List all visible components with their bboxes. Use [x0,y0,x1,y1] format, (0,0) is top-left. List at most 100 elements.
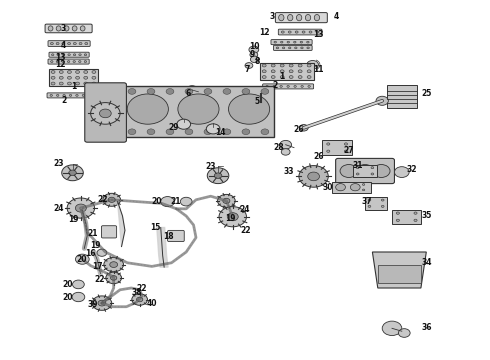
Text: 16: 16 [85,249,96,258]
Bar [353,165,377,177]
Polygon shape [157,228,168,267]
Circle shape [261,129,269,135]
Circle shape [308,172,319,181]
Circle shape [262,70,266,73]
Circle shape [339,189,341,191]
Circle shape [68,82,72,85]
Circle shape [72,292,85,302]
Text: 21: 21 [88,230,98,239]
Circle shape [298,64,302,67]
Circle shape [85,42,88,45]
Circle shape [147,129,155,135]
Circle shape [294,47,297,49]
Circle shape [363,184,365,185]
Circle shape [249,46,259,53]
Bar [49,69,98,86]
Circle shape [307,64,311,67]
Bar [392,210,421,224]
Circle shape [344,143,347,145]
FancyBboxPatch shape [101,226,117,238]
Circle shape [56,60,59,62]
Circle shape [128,129,136,135]
Circle shape [62,60,64,62]
Circle shape [371,173,374,175]
Circle shape [84,60,87,62]
Polygon shape [118,202,125,247]
Text: 32: 32 [407,165,417,174]
Circle shape [84,82,88,85]
Text: 1: 1 [279,72,285,81]
Text: 20: 20 [62,292,73,302]
Circle shape [127,94,169,124]
Circle shape [294,85,296,87]
Text: 4: 4 [61,40,66,49]
Circle shape [92,82,96,85]
FancyBboxPatch shape [275,13,327,23]
Text: 19: 19 [68,215,78,224]
Text: 11: 11 [314,65,324,74]
Circle shape [394,167,409,177]
Circle shape [294,41,296,43]
Circle shape [74,42,76,45]
Bar [332,182,371,193]
Text: 20: 20 [151,197,162,206]
Circle shape [68,54,71,55]
Circle shape [206,124,220,134]
Text: 2: 2 [61,96,66,105]
Circle shape [280,64,284,67]
Text: 38: 38 [131,288,142,297]
Circle shape [68,42,71,45]
Circle shape [308,85,310,87]
Circle shape [414,212,417,214]
Text: 22: 22 [137,284,147,293]
Bar [365,197,387,210]
Circle shape [185,89,193,94]
Circle shape [68,60,70,62]
Circle shape [307,70,311,73]
Circle shape [73,60,75,62]
Circle shape [79,42,82,45]
Circle shape [316,31,319,33]
FancyBboxPatch shape [48,59,89,64]
Circle shape [223,89,231,94]
Circle shape [398,329,410,337]
Circle shape [204,89,212,94]
Circle shape [280,76,284,78]
FancyBboxPatch shape [263,84,314,89]
Ellipse shape [296,14,302,21]
Circle shape [59,76,63,79]
Ellipse shape [80,26,85,31]
Text: 12: 12 [56,60,66,69]
Text: 26: 26 [294,125,304,134]
Circle shape [166,129,174,135]
Text: 20: 20 [77,256,87,264]
Circle shape [281,149,290,155]
Circle shape [301,85,303,87]
FancyBboxPatch shape [271,40,312,45]
Text: 14: 14 [216,128,226,137]
Circle shape [82,94,85,96]
Text: 22: 22 [240,226,250,235]
Circle shape [207,168,229,184]
Bar [387,85,416,108]
Ellipse shape [48,26,53,31]
Circle shape [69,170,76,176]
Circle shape [59,71,63,73]
Circle shape [363,189,365,191]
Circle shape [299,125,308,131]
Circle shape [339,184,341,185]
Circle shape [78,60,81,62]
Circle shape [262,76,266,78]
Circle shape [79,54,81,55]
Text: 3: 3 [269,12,274,21]
Text: 27: 27 [343,145,354,155]
Polygon shape [372,252,426,288]
Circle shape [214,173,222,179]
Text: 40: 40 [147,299,157,307]
Circle shape [307,60,318,69]
FancyBboxPatch shape [273,45,312,50]
Circle shape [257,100,265,106]
Text: 19: 19 [225,214,236,223]
Circle shape [74,54,76,55]
Bar [322,140,352,155]
